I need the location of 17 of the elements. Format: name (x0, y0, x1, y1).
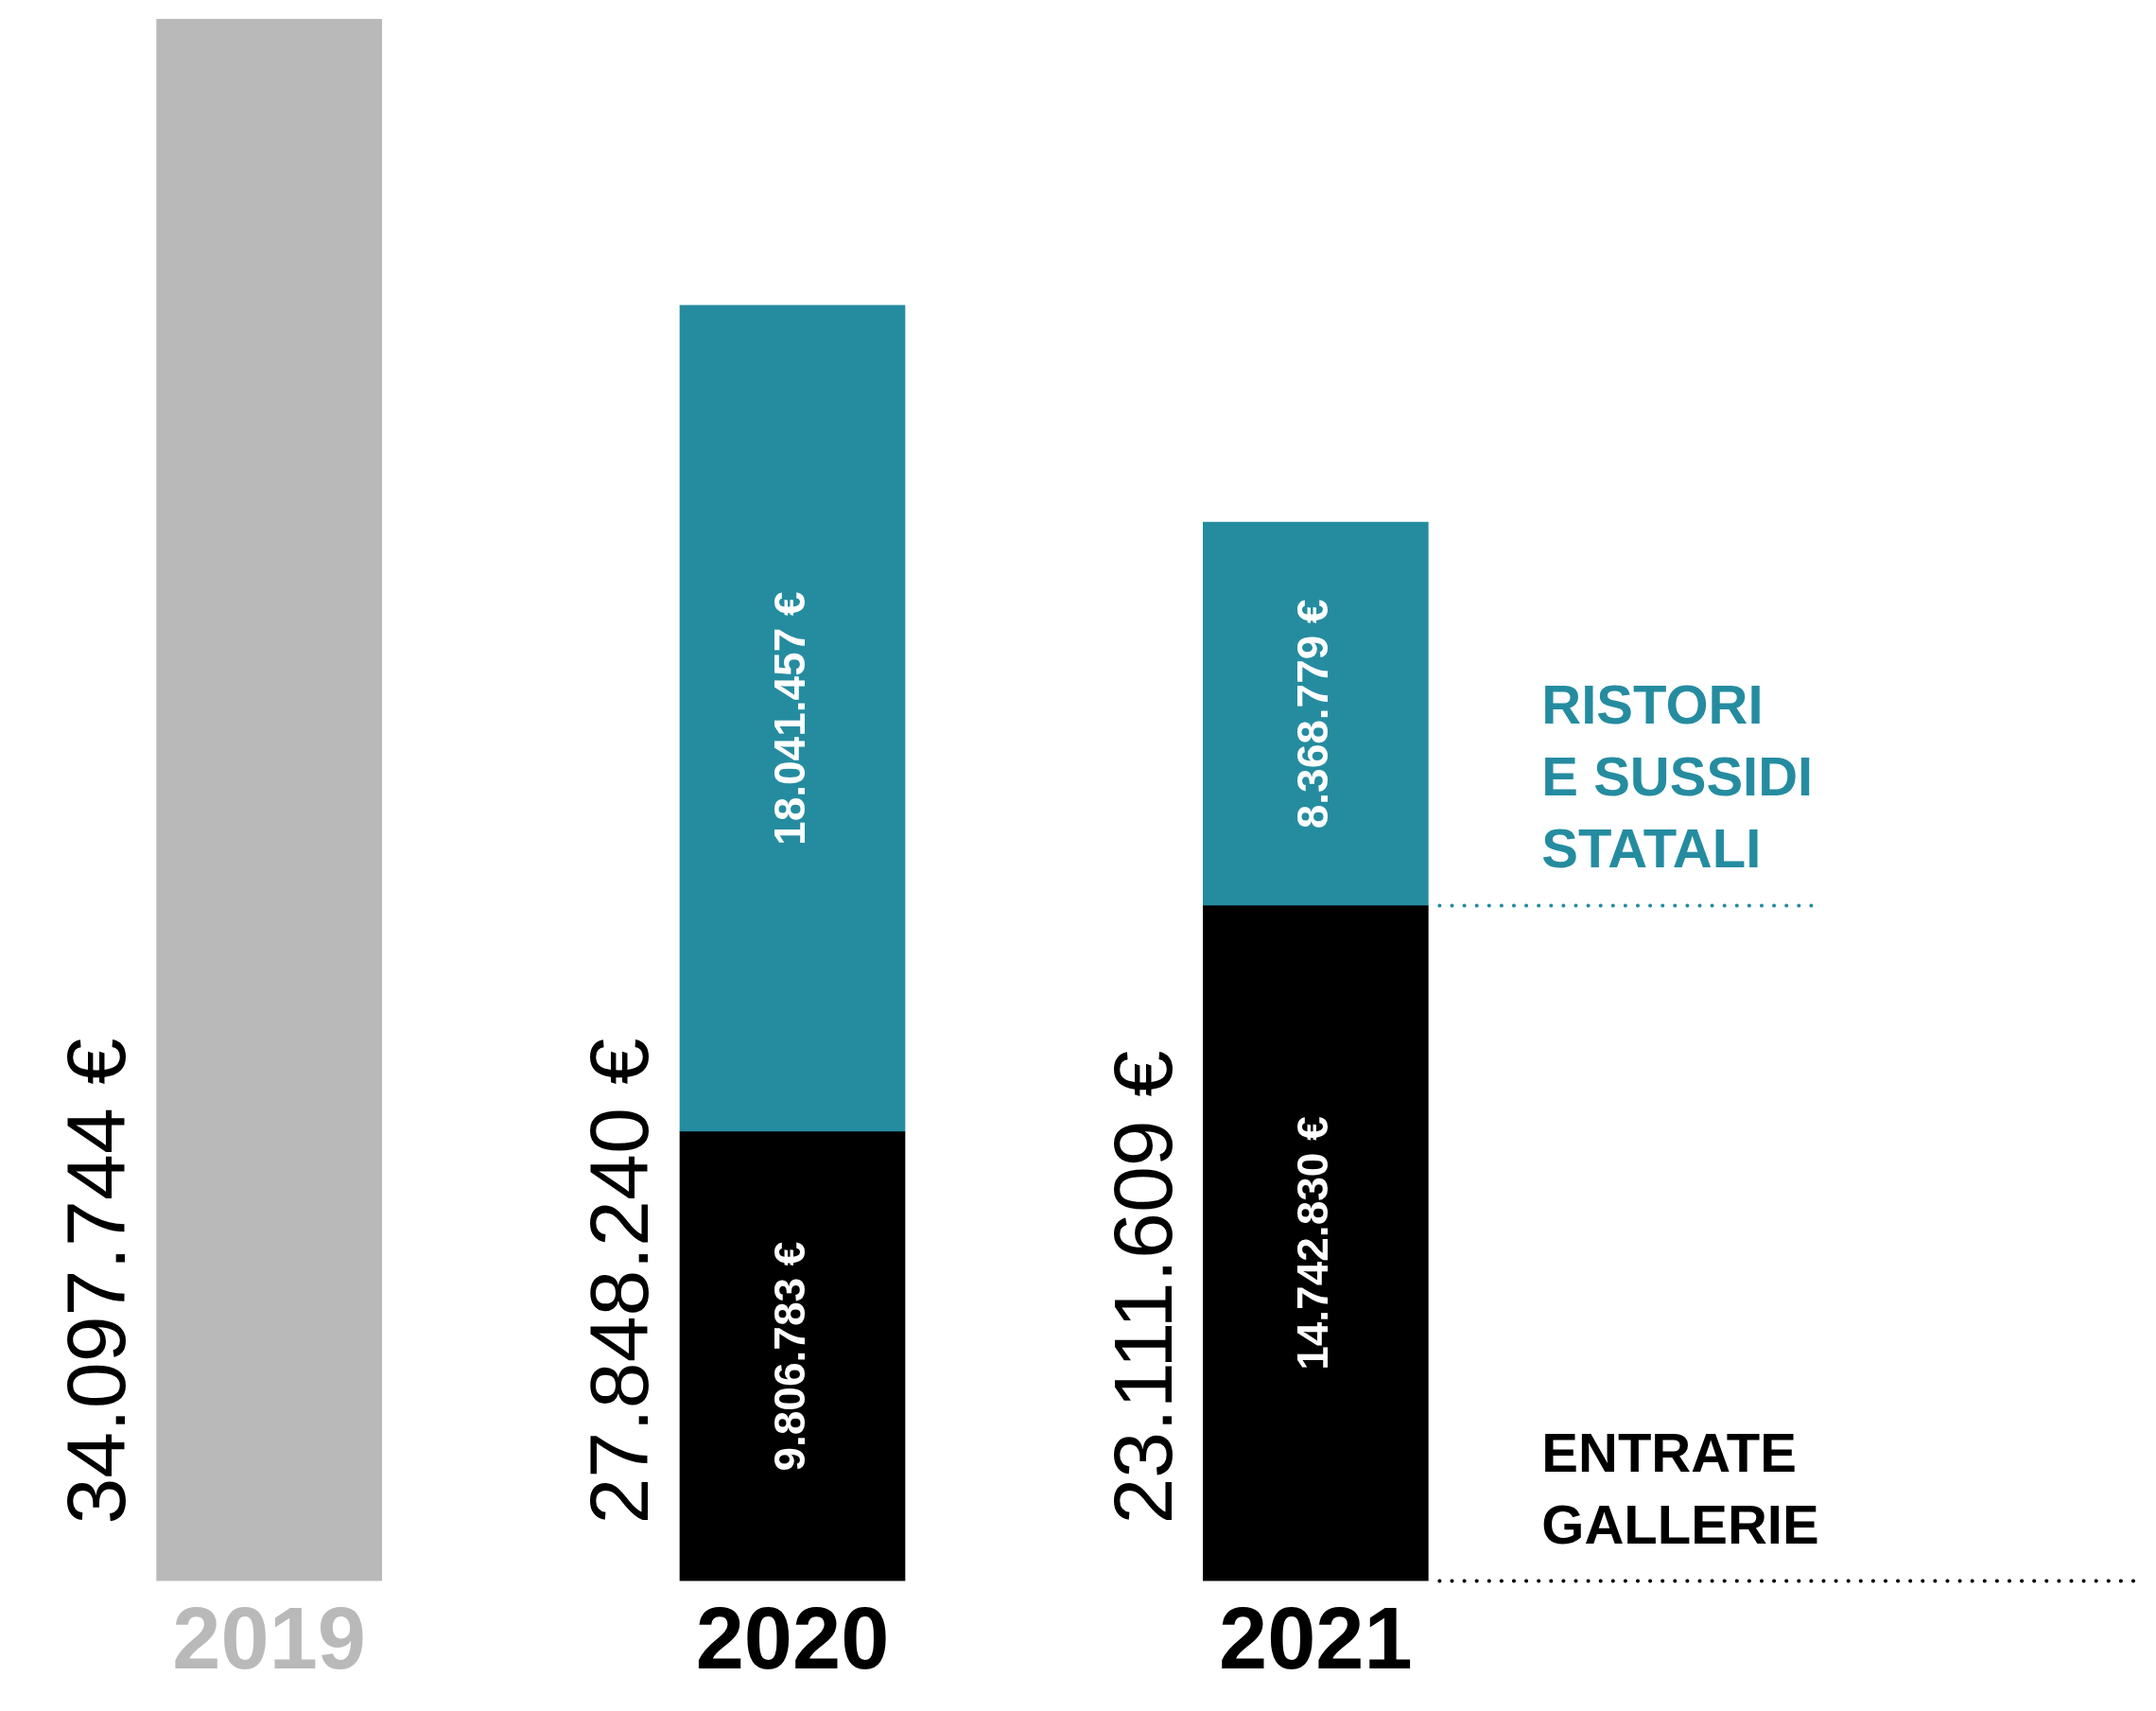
x-tick-label: 2020 (695, 1590, 890, 1687)
data-label: 9.806.783 € (764, 1241, 814, 1472)
bar (679, 1131, 906, 1581)
text: RISTORI E SUSSIDI STATALI (1541, 673, 1814, 880)
data-label: 8.368.779 € (1288, 599, 1338, 829)
x-tick-label: 2021 (1219, 1590, 1413, 1687)
text: ENTRATE GALLERIE (1541, 1421, 1819, 1555)
bar (156, 19, 382, 1581)
total-label: 23.111.609 € (1095, 1050, 1190, 1525)
bar (679, 305, 906, 1132)
x-tick-label: 2019 (172, 1590, 366, 1687)
total-label: 27.848.240 € (572, 1038, 667, 1525)
data-label: 18.041.457 € (764, 591, 814, 846)
data-label: 14.742.830 € (1288, 1116, 1338, 1371)
bar (1203, 521, 1429, 906)
bar (1203, 905, 1429, 1581)
total-label: 34.097.744 € (48, 1038, 143, 1525)
